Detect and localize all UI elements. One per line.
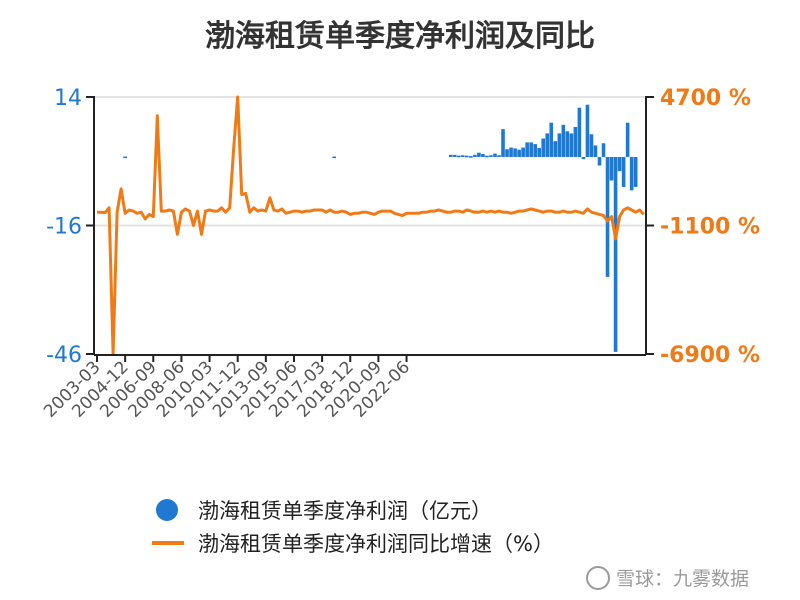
profit-bar [573,126,578,157]
profit-bar [521,147,525,157]
profit-bar [485,155,489,158]
profit-bar [589,134,594,157]
right-tick-label: -1100 % [660,215,760,240]
watermark-text: 雪球：九雾数据 [616,568,749,590]
x-tick-marks [96,355,408,362]
profit-bar [489,155,493,157]
profit-bar [501,129,505,157]
right-tick-label: -6900 % [660,343,760,368]
profit-bar [597,156,602,166]
profit-bar [505,149,509,157]
legend-line-label: 渤海租赁单季度净利润同比增速（%） [198,532,554,556]
profit-bars [123,104,638,352]
profit-bar [461,155,465,157]
profit-bar [629,156,634,191]
profit-bar [609,156,614,181]
profit-bar [332,156,336,159]
profit-bar [561,124,566,157]
profit-bar [525,142,529,157]
profit-bar [625,122,630,157]
profit-bar [557,133,562,157]
profit-bar [601,143,606,157]
profit-bar [477,152,481,157]
left-tick-marks [86,96,654,355]
profit-bar [605,156,610,277]
profit-bar [469,156,473,158]
x-tick-labels: 2003-032004-122006-092008-062010-032011-… [40,357,414,421]
legend-bar-swatch [156,499,178,521]
yoy-line [97,95,645,356]
profit-bar [633,156,638,187]
profit-bar [452,154,457,157]
gridlines [94,96,646,227]
profit-bar [541,138,546,157]
profit-bar [448,154,453,157]
left-tick-label: -46 [46,343,82,368]
profit-bar [549,122,554,157]
left-tick-label: 14 [54,86,82,111]
left-tick-label: -16 [46,215,82,240]
profit-bar [565,131,570,157]
profit-bar [621,156,626,187]
profit-bar [569,133,574,157]
profit-bar [123,156,127,159]
watermark: 雪球：九雾数据 [586,566,749,590]
right-tick-labels: 4700 % -1100 % -6900 % [660,86,760,368]
right-tick-label: 4700 % [660,86,751,111]
profit-bar [593,145,598,157]
profit-bar [497,155,501,157]
profit-bar [537,147,541,157]
profit-bar [613,156,618,352]
profit-bar [473,154,477,157]
profit-bar [481,153,485,157]
legend-bar-label: 渤海租赁单季度净利润（亿元） [198,499,492,523]
profit-bar [465,155,469,158]
profit-bar [509,147,513,157]
profit-bar [617,156,622,172]
profit-bar [545,133,550,157]
profit-bar [513,148,517,157]
profit-bar [517,149,521,157]
profit-bar [493,153,497,157]
profit-bar [553,141,558,157]
yoy-growth-line [97,95,645,356]
left-tick-labels: 14 -16 -46 [46,86,82,368]
profit-bar [533,144,537,157]
legend: 渤海租赁单季度净利润（亿元） 渤海租赁单季度净利润同比增速（%） [152,499,554,556]
chart-title: 渤海租赁单季度净利润及同比 [205,19,595,54]
profit-bar [577,107,582,157]
profit-bar [457,155,461,158]
profit-bar [585,104,590,157]
snowball-logo-icon [586,566,610,590]
profit-bar [581,156,586,160]
profit-bar [529,142,533,157]
